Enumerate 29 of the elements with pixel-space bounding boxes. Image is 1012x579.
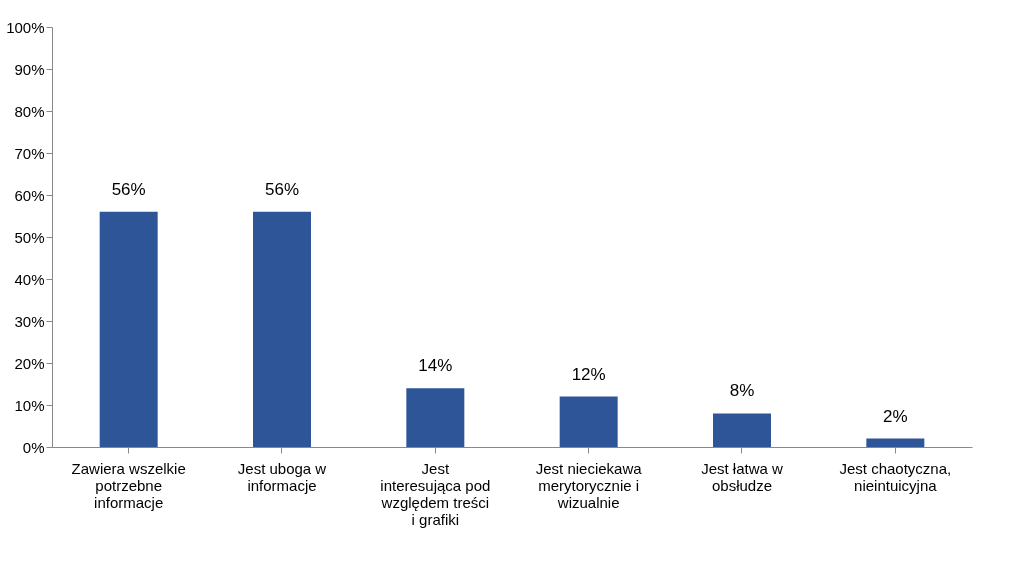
y-tick-label: 80%	[14, 102, 45, 120]
y-tick-label: 90%	[14, 60, 45, 78]
x-tick-label: Jest uboga w informacje	[237, 459, 327, 494]
x-tick-label: Jest interesująca pod względem treści i grafiki	[380, 459, 491, 528]
y-tick-label: 60%	[14, 186, 45, 204]
bar	[866, 438, 925, 447]
y-tick-label: 30%	[14, 312, 45, 330]
bar	[559, 396, 618, 447]
data-label: 12%	[571, 364, 606, 384]
x-tick-label: Jest chaotyczna, nieintuicyjna	[839, 459, 952, 494]
bar	[406, 388, 465, 447]
data-label: 2%	[883, 406, 908, 426]
bar	[99, 211, 158, 447]
bar	[713, 413, 771, 447]
y-tick-label: 20%	[14, 354, 45, 372]
data-label: 8%	[729, 381, 755, 401]
y-tick-label: 100%	[6, 18, 45, 36]
data-label: 56%	[111, 179, 146, 199]
y-tick-label: 70%	[14, 144, 45, 162]
x-tick-label: Jest nieciekawa merytorycznie i wizualnie	[535, 459, 643, 511]
data-label: 56%	[264, 179, 300, 199]
bar	[253, 211, 311, 447]
y-tick-label: 40%	[14, 270, 45, 288]
y-tick-label: 0%	[22, 438, 45, 456]
x-tick-label: Zawiera wszelkie potrzebne informacje	[71, 459, 186, 511]
x-tick-label: Jest łatwa w obsłudze	[701, 459, 784, 494]
y-tick-label: 50%	[14, 228, 45, 246]
y-tick-label: 10%	[14, 396, 45, 414]
data-label: 14%	[418, 356, 453, 376]
